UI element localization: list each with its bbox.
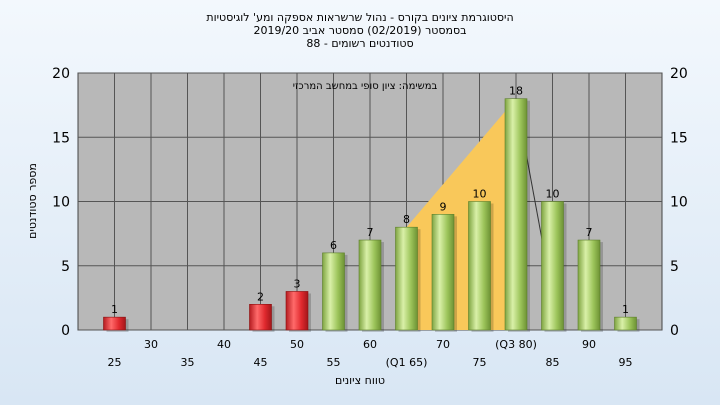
chart-subtitle-enrolled: סטודנטים רשומים - 88: [306, 37, 413, 50]
x-tick-label: 25: [108, 356, 122, 369]
data-labels: 1 2 3 6 7 8 9 10 18 10 7 1: [111, 85, 629, 316]
x-tick-label: 30: [144, 338, 158, 351]
x-tick-label: 60: [363, 338, 377, 351]
x-tick-label: 40: [217, 338, 231, 351]
data-label: 1: [111, 303, 118, 316]
y-axis-left-ticks: 0 5 10 15 20: [52, 66, 70, 339]
bar: [614, 316, 637, 331]
bar: [358, 239, 382, 331]
bar: [103, 316, 126, 331]
x-axis-label: טווח ציונים: [335, 374, 385, 387]
x-tick-label: 70: [436, 338, 450, 351]
bar: [322, 252, 345, 331]
bar: [431, 214, 455, 331]
x-tick-label: 45: [254, 356, 268, 369]
chart-title: היסטוגרמת ציונים בקורס - נהול שרשראות אס…: [206, 11, 513, 24]
data-label: 3: [294, 277, 301, 290]
data-label: 7: [586, 226, 593, 239]
data-label: 7: [367, 226, 374, 239]
data-label: 9: [440, 200, 447, 213]
bar: [577, 239, 601, 331]
data-label: 6: [330, 239, 337, 252]
x-tick-label: (Q3 80): [495, 338, 537, 351]
y-tick-label: 15: [52, 130, 70, 146]
x-tick-label: 95: [619, 356, 633, 369]
y-tick-label-right: 5: [670, 259, 679, 275]
y-axis-right-ticks: 0 5 10 15 20: [670, 66, 688, 339]
y-tick-label-right: 10: [670, 195, 688, 211]
y-tick-label-right: 0: [670, 323, 679, 339]
x-tick-label: 55: [327, 356, 341, 369]
bar: [395, 226, 418, 331]
chart-subtitle-semester: בסמסטר (02/2019) סמסטר אביב 2019/20: [253, 24, 466, 37]
x-tick-label: 85: [546, 356, 560, 369]
x-axis-ticks: 25 30 35 40 45 50 55 60 (Q1 65) 70 75 (Q3 80) 85 90 95: [108, 338, 633, 369]
x-tick-label: 75: [473, 356, 487, 369]
x-tick-label: 90: [582, 338, 596, 351]
data-label: 10: [546, 188, 560, 201]
x-tick-label: (Q1 65): [386, 356, 428, 369]
data-label: 1: [622, 303, 629, 316]
x-tick-label: 35: [181, 356, 195, 369]
bar: [541, 201, 564, 331]
y-tick-label: 0: [61, 323, 70, 339]
data-label: 18: [509, 85, 523, 98]
x-tick-label: 50: [290, 338, 304, 351]
y-tick-label: 5: [61, 259, 70, 275]
bar: [285, 291, 309, 331]
data-label: 8: [403, 213, 410, 226]
data-label: 2: [257, 290, 264, 303]
y-tick-label-right: 20: [670, 66, 688, 82]
y-tick-label: 20: [52, 66, 70, 82]
bars: [103, 98, 640, 332]
bar: [504, 98, 528, 331]
y-tick-label-right: 15: [670, 130, 688, 146]
data-label: 10: [473, 188, 487, 201]
chart-annotation: במשימה: ציון סופי במחשב המרכזי: [293, 81, 438, 92]
bar: [468, 201, 491, 331]
y-tick-label: 10: [52, 195, 70, 211]
y-axis-label: מספר סטודנטים: [26, 163, 39, 239]
bar: [249, 303, 272, 331]
